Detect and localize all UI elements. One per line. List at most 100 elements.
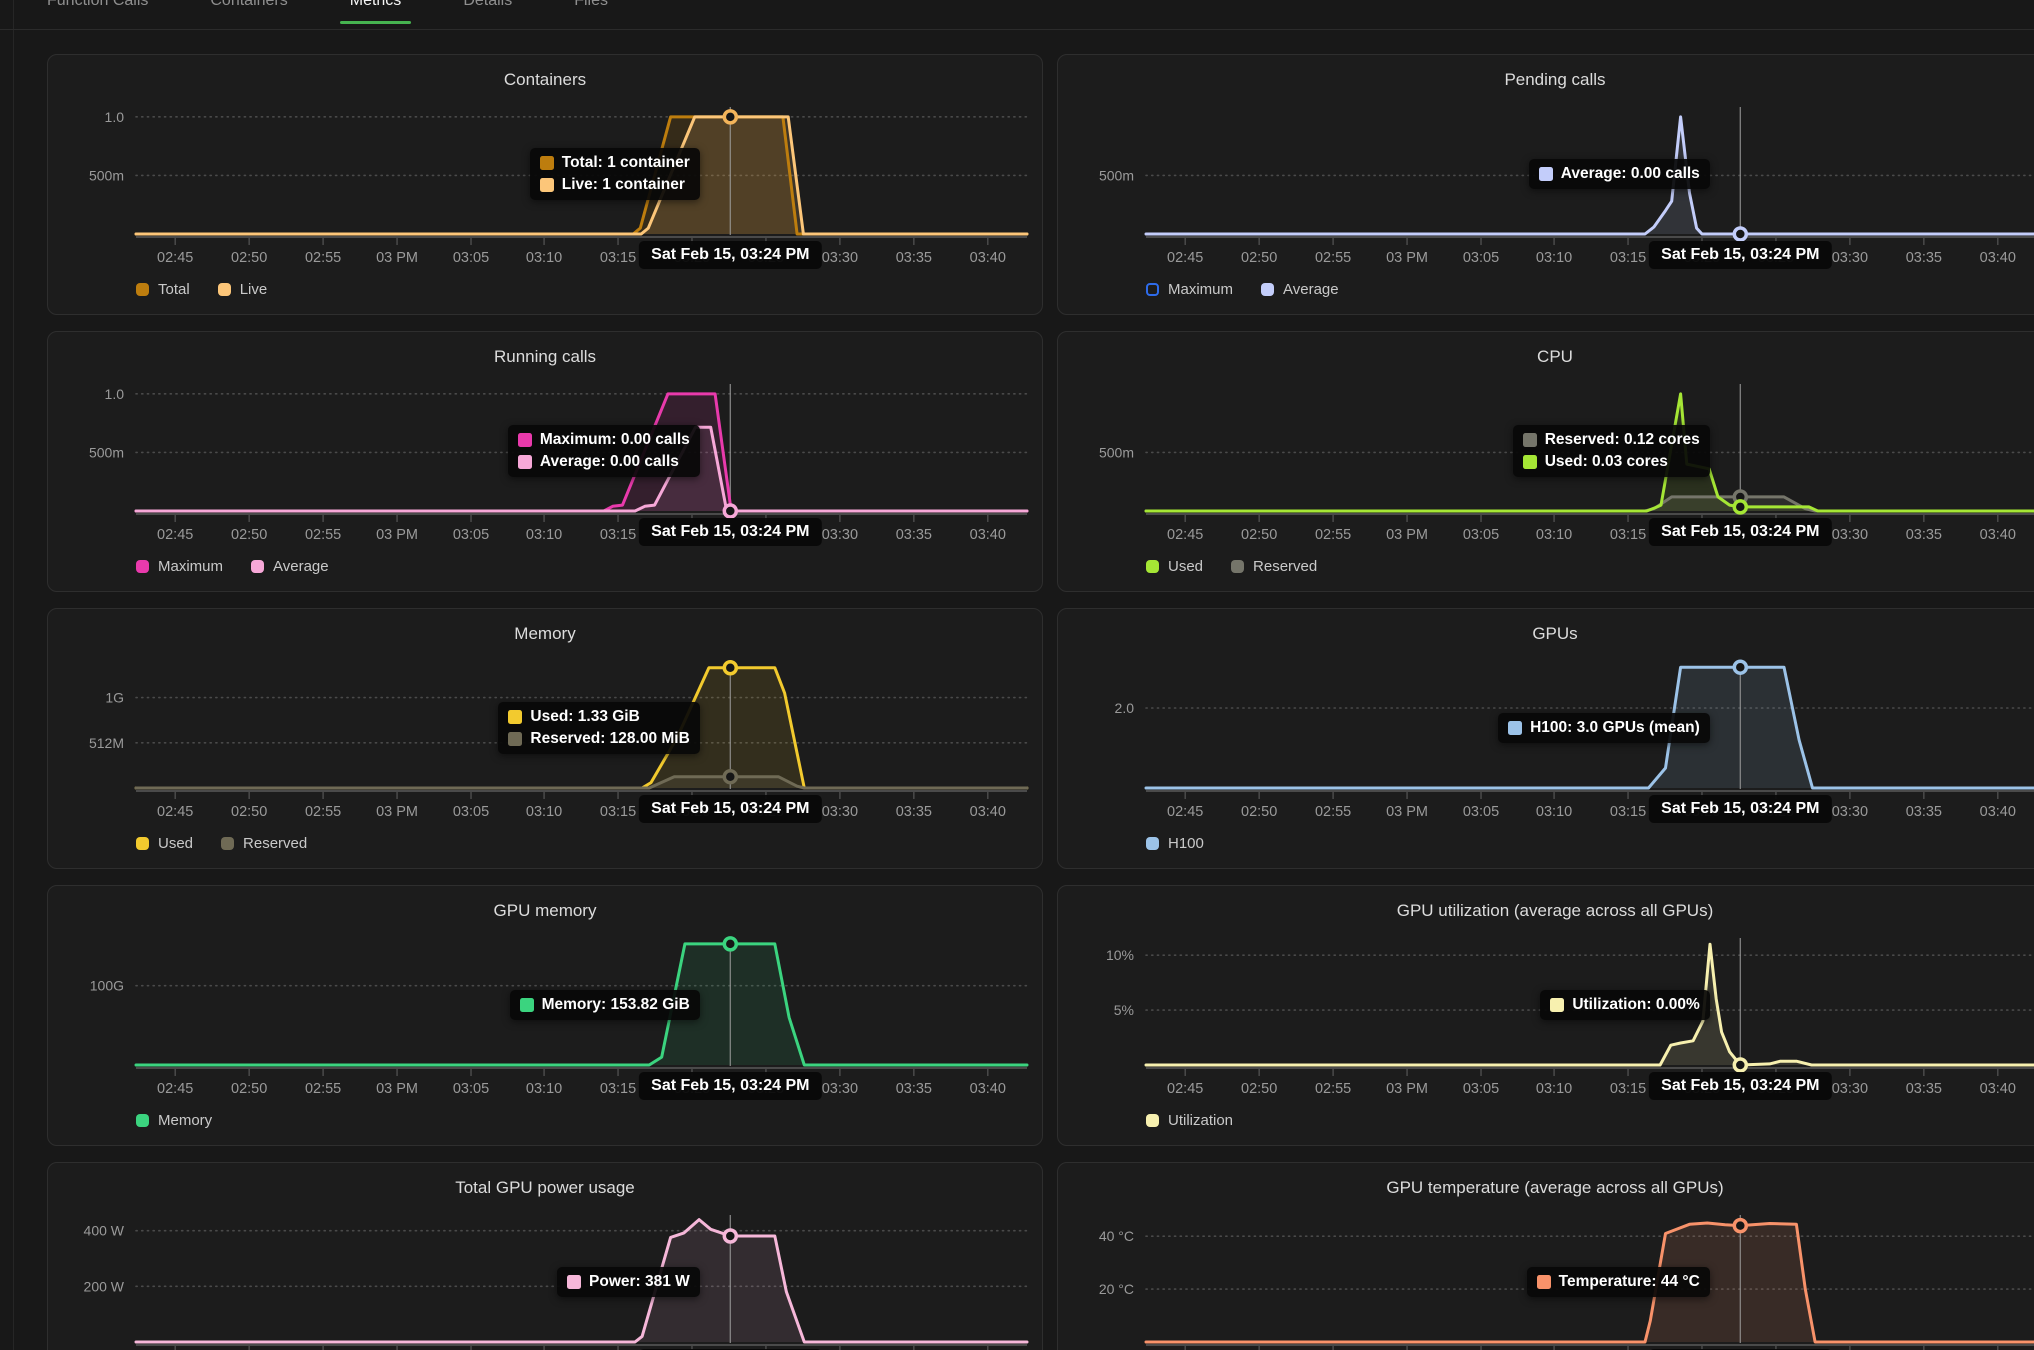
chart-panel-gpus: GPUs 2.0 02:45 02:50 02:55 03 PM 03:05 03:10 03:… xyxy=(1057,608,2034,869)
crosshair-point-marker xyxy=(722,659,739,676)
chart-legend: Used Reserved xyxy=(136,835,307,852)
chart-plot-area[interactable]: 500m 02:45 02:50 02:55 03 PM 03:05 03:10 03:15 0… xyxy=(1058,332,2034,593)
tooltip-series-swatch xyxy=(539,178,554,192)
tooltip-series-swatch xyxy=(539,156,554,170)
tooltip-value-text: Total: 1 container xyxy=(561,154,690,171)
y-tick-label: 500m xyxy=(1099,167,1134,183)
chart-title: GPU temperature (average across all GPUs… xyxy=(1386,1178,1724,1197)
crosshair-point-marker xyxy=(722,936,739,952)
legend-item-maximum[interactable]: Maximum xyxy=(1146,281,1233,298)
legend-item-used[interactable]: Used xyxy=(1146,558,1203,575)
legend-item-used[interactable]: Used xyxy=(136,835,193,852)
crosshair-point-marker xyxy=(1732,1057,1749,1073)
chart-plot-area[interactable]: 10% 5% 02:45 02:50 02:55 03 PM 03:05 03:10 03:15… xyxy=(1058,886,2034,1147)
tooltip-series-swatch xyxy=(517,455,532,469)
chart-plot-area[interactable]: 1.0 500m 02:45 02:50 02:55 03 PM 03:05 03:10 03:… xyxy=(48,55,1044,316)
legend-label: Memory xyxy=(158,1112,213,1129)
series-line-live xyxy=(134,115,1029,236)
legend-item-total[interactable]: Total xyxy=(136,281,190,298)
x-tick-label: 03:15 xyxy=(600,250,636,266)
x-tick-label: 02:55 xyxy=(1315,527,1351,543)
legend-item-average[interactable]: Average xyxy=(1261,281,1339,298)
tab-containers[interactable]: Containers xyxy=(200,0,297,31)
x-tick-label: 02:45 xyxy=(157,804,193,820)
x-tick-label: 03:40 xyxy=(970,804,1006,820)
legend-item-average[interactable]: Average xyxy=(251,558,329,575)
legend-item-utilization[interactable]: Utilization xyxy=(1146,1112,1233,1129)
x-tick-label: 03:30 xyxy=(1832,527,1868,543)
x-tick-label: 03:35 xyxy=(1906,527,1942,543)
y-tick-label: 20 °C xyxy=(1099,1281,1134,1297)
legend-item-maximum[interactable]: Maximum xyxy=(136,558,223,575)
x-tick-label: 03:10 xyxy=(526,1081,562,1097)
x-tick-label: 03:40 xyxy=(1980,250,2016,266)
x-tick-label: 02:55 xyxy=(305,804,341,820)
x-tick-label: 03:05 xyxy=(1463,250,1499,266)
tab-label: Function Calls xyxy=(47,0,149,9)
x-tick-label: 03 PM xyxy=(1386,527,1428,543)
crosshair-point-marker xyxy=(1732,499,1749,515)
tooltip-value-text: Power: 381 W xyxy=(589,1273,690,1290)
x-tick-label: 03 PM xyxy=(1386,804,1428,820)
x-tick-label: 03:40 xyxy=(970,527,1006,543)
tab-details[interactable]: Details xyxy=(453,0,522,31)
legend-item-reserved[interactable]: Reserved xyxy=(221,835,307,852)
legend-item-h100[interactable]: H100 xyxy=(1146,835,1204,852)
x-tick-label: 03:05 xyxy=(453,1081,489,1097)
x-tick-label: 03:15 xyxy=(1610,804,1646,820)
tooltip-series-swatch xyxy=(1536,1275,1551,1289)
tab-label: Files xyxy=(574,0,608,9)
tab-metrics[interactable]: Metrics xyxy=(339,0,412,31)
x-tick-label: 02:55 xyxy=(1315,1081,1351,1097)
tooltip-value-text: Average: 0.00 calls xyxy=(1560,165,1700,182)
tooltip-row: Used: 0.03 cores xyxy=(1522,453,1700,471)
tab-label: Containers xyxy=(210,0,288,9)
legend-label: Used xyxy=(1168,558,1204,575)
series-line-utilization xyxy=(1144,942,2034,1067)
y-tick-label: 500m xyxy=(89,444,124,460)
legend-item-reserved[interactable]: Reserved xyxy=(1231,558,1317,575)
tooltip-row: Memory: 153.82 GiB xyxy=(519,996,690,1014)
x-tick-label: 02:55 xyxy=(305,250,341,266)
tooltip-series-swatch xyxy=(508,732,523,746)
tooltip-value-text: H100: 3.0 GPUs (mean) xyxy=(1530,719,1700,736)
tab-files[interactable]: Files xyxy=(564,0,618,31)
series-tooltip: Total: 1 container Live: 1 container xyxy=(529,148,700,200)
x-tick-label: 02:50 xyxy=(1241,527,1277,543)
x-tick-label: 02:55 xyxy=(305,527,341,543)
tooltip-row: Maximum: 0.00 calls xyxy=(517,431,690,449)
legend-swatch xyxy=(136,1114,149,1127)
tooltip-series-swatch xyxy=(567,1275,582,1289)
tab-function-calls[interactable]: Function Calls xyxy=(37,0,158,31)
x-tick-label: 03:10 xyxy=(526,250,562,266)
chart-legend: Utilization xyxy=(1146,1112,1233,1129)
legend-swatch xyxy=(1146,837,1159,850)
chart-title: GPU utilization (average across all GPUs… xyxy=(1396,901,1714,920)
x-tick-label: 02:50 xyxy=(231,527,267,543)
chart-panel-pending_calls: Pending calls 500m 02:45 02:50 02:55 03 PM 03:… xyxy=(1057,54,2034,315)
x-tick-label: 03:05 xyxy=(1463,804,1499,820)
legend-item-live[interactable]: Live xyxy=(217,281,267,298)
x-tick-label: 03:10 xyxy=(526,804,562,820)
x-tick-label: 03:35 xyxy=(1906,250,1942,266)
series-line-reserved xyxy=(134,775,1029,790)
x-tick-label: 03:05 xyxy=(1463,527,1499,543)
x-tick-label: 02:50 xyxy=(1241,1081,1277,1097)
tooltip-value-text: Maximum: 0.00 calls xyxy=(539,431,690,448)
x-tick-label: 03:30 xyxy=(822,527,858,543)
tooltip-series-swatch xyxy=(517,433,532,447)
tab-bar: Function Calls Containers Metrics Details Fi… xyxy=(37,0,618,31)
legend-item-memory[interactable]: Memory xyxy=(136,1112,212,1129)
tooltip-row: Average: 0.00 calls xyxy=(517,453,690,471)
chart-panel-containers: Containers 1.0 500m 02:45 02:50 02:55 03 PM 03:… xyxy=(47,54,1043,315)
x-tick-label: 02:55 xyxy=(1315,804,1351,820)
chart-panel-memory: Memory 1G 512M 02:45 02:50 02:55 03 PM 03:05 03:… xyxy=(47,608,1043,869)
x-tick-label: 03:35 xyxy=(896,1081,932,1097)
crosshair-point-marker xyxy=(722,768,739,785)
x-tick-label: 03:05 xyxy=(453,250,489,266)
series-line-reserved xyxy=(1144,495,2034,513)
x-tick-label: 02:45 xyxy=(157,527,193,543)
x-tick-label: 03:15 xyxy=(600,1081,636,1097)
